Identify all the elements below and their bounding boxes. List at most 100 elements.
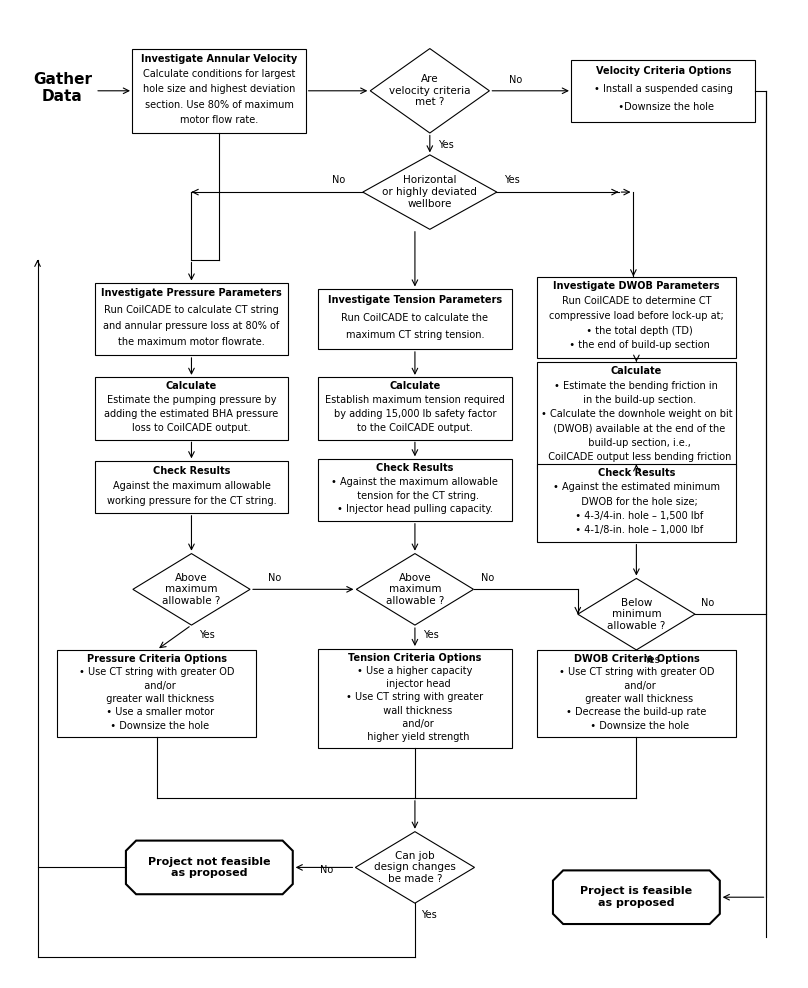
- Text: • Use CT string with greater OD: • Use CT string with greater OD: [79, 667, 234, 677]
- FancyBboxPatch shape: [537, 362, 736, 469]
- Text: • Estimate the bending friction in: • Estimate the bending friction in: [554, 380, 718, 390]
- Text: • Use a smaller motor: • Use a smaller motor: [99, 707, 214, 717]
- Polygon shape: [356, 553, 473, 625]
- Text: Below
minimum
allowable ?: Below minimum allowable ?: [607, 598, 666, 630]
- Text: greater wall thickness: greater wall thickness: [579, 694, 693, 704]
- Text: Tension Criteria Options: Tension Criteria Options: [348, 652, 482, 663]
- Text: Project is feasible
as proposed: Project is feasible as proposed: [580, 886, 692, 908]
- Text: Velocity Criteria Options: Velocity Criteria Options: [595, 66, 731, 76]
- Text: • 4-3/4-in. hole – 1,500 lbf: • 4-3/4-in. hole – 1,500 lbf: [570, 511, 704, 521]
- Text: Yes: Yes: [200, 630, 215, 640]
- Text: and/or: and/or: [617, 681, 655, 691]
- Polygon shape: [356, 832, 474, 903]
- Text: maximum CT string tension.: maximum CT string tension.: [346, 330, 484, 340]
- FancyBboxPatch shape: [318, 377, 511, 440]
- Text: to the CoilCADE output.: to the CoilCADE output.: [357, 423, 473, 433]
- Text: Gather
Data: Gather Data: [33, 71, 92, 104]
- Text: • Calculate the downhole weight on bit: • Calculate the downhole weight on bit: [541, 409, 732, 419]
- Text: • the end of build-up section: • the end of build-up section: [563, 340, 710, 351]
- FancyBboxPatch shape: [537, 650, 736, 737]
- Text: Yes: Yes: [421, 910, 436, 920]
- Text: Run CoilCADE to determine CT: Run CoilCADE to determine CT: [562, 296, 711, 306]
- FancyBboxPatch shape: [318, 649, 511, 748]
- Text: Run CoilCADE to calculate the: Run CoilCADE to calculate the: [342, 312, 488, 322]
- Text: and/or: and/or: [396, 718, 434, 729]
- Text: Establish maximum tension required: Establish maximum tension required: [325, 395, 505, 405]
- Text: injector head: injector head: [380, 679, 450, 689]
- Text: (DWOB) available at the end of the: (DWOB) available at the end of the: [547, 424, 726, 434]
- Text: No: No: [701, 598, 714, 609]
- Text: higher yield strength: higher yield strength: [360, 732, 469, 742]
- Text: Pressure Criteria Options: Pressure Criteria Options: [86, 654, 227, 664]
- Text: • Decrease the build-up rate: • Decrease the build-up rate: [566, 707, 706, 717]
- Text: in the build-up section.: in the build-up section.: [577, 395, 696, 405]
- Text: Investigate DWOB Parameters: Investigate DWOB Parameters: [553, 282, 720, 291]
- Text: No: No: [482, 573, 494, 583]
- Text: Horizontal
or highly deviated
wellbore: Horizontal or highly deviated wellbore: [382, 176, 478, 208]
- Text: CoilCADE output less bending friction: CoilCADE output less bending friction: [541, 453, 731, 462]
- Text: tension for the CT string.: tension for the CT string.: [351, 491, 479, 501]
- Text: by adding 15,000 lb safety factor: by adding 15,000 lb safety factor: [334, 409, 496, 419]
- Text: Can job
design changes
be made ?: Can job design changes be made ?: [374, 851, 456, 884]
- Text: hole size and highest deviation: hole size and highest deviation: [143, 84, 296, 94]
- Text: Check Results: Check Results: [153, 465, 230, 475]
- Text: greater wall thickness: greater wall thickness: [99, 694, 214, 704]
- Text: working pressure for the CT string.: working pressure for the CT string.: [107, 496, 276, 506]
- Text: No: No: [268, 573, 281, 583]
- Text: •Downsize the hole: •Downsize the hole: [612, 102, 714, 112]
- FancyBboxPatch shape: [571, 60, 755, 122]
- Text: • Downsize the hole: • Downsize the hole: [104, 721, 209, 731]
- Text: wall thickness: wall thickness: [377, 705, 452, 715]
- FancyBboxPatch shape: [537, 464, 736, 541]
- Text: • Downsize the hole: • Downsize the hole: [584, 721, 689, 731]
- Text: Check Results: Check Results: [377, 462, 453, 473]
- Text: Calculate: Calculate: [611, 367, 662, 376]
- Text: and/or: and/or: [138, 681, 175, 691]
- FancyBboxPatch shape: [95, 460, 288, 514]
- Text: Investigate Pressure Parameters: Investigate Pressure Parameters: [101, 288, 282, 298]
- Text: • Injector head pulling capacity.: • Injector head pulling capacity.: [337, 505, 493, 515]
- Text: Calculate: Calculate: [389, 381, 440, 391]
- Text: • Use a higher capacity: • Use a higher capacity: [357, 666, 473, 676]
- Text: Estimate the pumping pressure by: Estimate the pumping pressure by: [107, 395, 276, 405]
- Text: No: No: [509, 75, 523, 85]
- Text: build-up section, i.e.,: build-up section, i.e.,: [582, 438, 691, 448]
- Polygon shape: [133, 553, 250, 625]
- Text: Against the maximum allowable: Against the maximum allowable: [112, 480, 271, 491]
- FancyBboxPatch shape: [133, 48, 306, 133]
- Text: Run CoilCADE to calculate CT string: Run CoilCADE to calculate CT string: [104, 304, 279, 314]
- Polygon shape: [578, 578, 695, 650]
- Text: • Use CT string with greater: • Use CT string with greater: [347, 693, 483, 702]
- Text: Yes: Yes: [504, 175, 520, 185]
- FancyBboxPatch shape: [318, 458, 511, 522]
- Polygon shape: [553, 870, 720, 924]
- Text: section. Use 80% of maximum: section. Use 80% of maximum: [145, 100, 294, 110]
- Text: • the total depth (TD): • the total depth (TD): [580, 326, 692, 336]
- Text: Investigate Tension Parameters: Investigate Tension Parameters: [328, 295, 502, 305]
- FancyBboxPatch shape: [537, 277, 736, 358]
- Text: Above
maximum
allowable ?: Above maximum allowable ?: [385, 573, 444, 606]
- Text: and annular pressure loss at 80% of: and annular pressure loss at 80% of: [103, 321, 280, 331]
- Polygon shape: [363, 155, 497, 229]
- Text: the maximum motor flowrate.: the maximum motor flowrate.: [118, 337, 265, 347]
- Text: Calculate conditions for largest: Calculate conditions for largest: [143, 69, 296, 79]
- Text: Project not feasible
as proposed: Project not feasible as proposed: [148, 857, 271, 878]
- Text: loss to CoilCADE output.: loss to CoilCADE output.: [133, 423, 250, 433]
- Text: DWOB for the hole size;: DWOB for the hole size;: [575, 497, 698, 507]
- Text: adding the estimated BHA pressure: adding the estimated BHA pressure: [104, 409, 279, 419]
- Text: DWOB Criteria Options: DWOB Criteria Options: [574, 654, 699, 664]
- Text: Are
velocity criteria
met ?: Are velocity criteria met ?: [389, 74, 470, 108]
- FancyBboxPatch shape: [95, 283, 288, 356]
- Text: • 4-1/8-in. hole – 1,000 lbf: • 4-1/8-in. hole – 1,000 lbf: [570, 525, 704, 535]
- Text: • Use CT string with greater OD: • Use CT string with greater OD: [558, 667, 714, 677]
- Text: motor flow rate.: motor flow rate.: [180, 115, 259, 124]
- Text: Yes: Yes: [423, 630, 439, 640]
- Text: • Against the estimated minimum: • Against the estimated minimum: [553, 482, 720, 492]
- Text: compressive load before lock-up at;: compressive load before lock-up at;: [549, 311, 724, 321]
- Polygon shape: [370, 48, 490, 133]
- Text: No: No: [332, 175, 345, 185]
- FancyBboxPatch shape: [95, 377, 288, 440]
- Text: Check Results: Check Results: [598, 468, 675, 478]
- Text: • Against the maximum allowable: • Against the maximum allowable: [331, 476, 499, 487]
- FancyBboxPatch shape: [57, 650, 256, 737]
